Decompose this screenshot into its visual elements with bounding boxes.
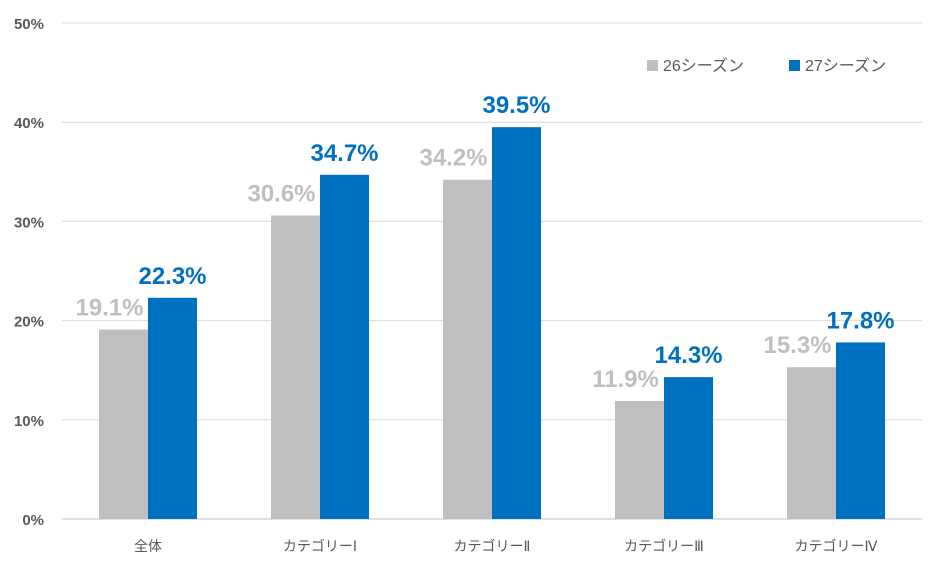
- bar-26: [443, 179, 492, 519]
- bar-27: [664, 377, 713, 519]
- bar-26: [615, 400, 664, 519]
- legend: 26シーズン 27シーズン: [647, 57, 886, 75]
- bar-27: [320, 174, 369, 519]
- x-tick-label: カテゴリーⅣ: [795, 538, 878, 554]
- bar-26: [787, 367, 836, 519]
- data-label-26: 34.2%: [419, 145, 487, 172]
- data-label-27: 17.8%: [826, 307, 894, 334]
- x-tick-label: 全体: [134, 538, 162, 554]
- data-label-26: 15.3%: [763, 332, 831, 359]
- legend-swatch-26: [647, 60, 658, 71]
- data-label-27: 14.3%: [654, 342, 722, 369]
- bar-27: [836, 342, 885, 519]
- x-tick-label: カテゴリーⅡ: [454, 538, 531, 554]
- legend-swatch-27: [789, 60, 800, 71]
- x-tick-label: カテゴリーⅠ: [283, 538, 357, 554]
- y-tick-label: 0%: [22, 512, 44, 529]
- data-label-26: 19.1%: [75, 295, 143, 322]
- bar-27: [492, 127, 541, 519]
- y-tick-label: 20%: [14, 314, 44, 331]
- y-tick-label: 50%: [14, 16, 44, 33]
- bar-26: [271, 215, 320, 519]
- bar-27: [148, 297, 197, 519]
- data-label-27: 22.3%: [138, 263, 206, 290]
- legend-label-27: 27シーズン: [805, 57, 886, 75]
- legend-label-26: 26シーズン: [663, 57, 744, 75]
- y-tick-label: 10%: [14, 413, 44, 430]
- bar-26: [99, 329, 148, 519]
- data-label-26: 30.6%: [247, 180, 315, 207]
- data-label-27: 39.5%: [482, 92, 550, 119]
- y-tick-label: 30%: [14, 214, 44, 231]
- data-label-27: 34.7%: [310, 140, 378, 167]
- data-label-26: 11.9%: [592, 366, 659, 393]
- y-tick-label: 40%: [14, 115, 44, 132]
- x-tick-label: カテゴリーⅢ: [624, 538, 704, 554]
